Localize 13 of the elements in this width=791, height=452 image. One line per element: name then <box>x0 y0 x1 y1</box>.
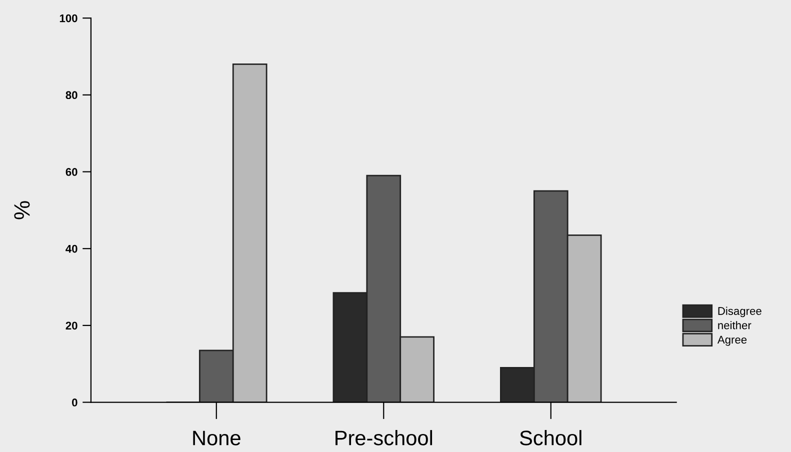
x-tick-label: Pre-school <box>336 430 432 446</box>
legend-label: neither <box>718 321 752 330</box>
y-tick-label: 100 <box>60 14 78 22</box>
x-tick-label: School <box>520 430 582 446</box>
y-tick-label: 0 <box>72 398 78 406</box>
legend-label: Disagree <box>718 306 762 318</box>
y-tick-label: 60 <box>66 168 78 176</box>
y-tick-label: 20 <box>66 322 78 330</box>
x-tick-label: None <box>193 430 240 446</box>
y-axis-title: % <box>14 201 30 220</box>
y-tick-label: 80 <box>66 91 78 100</box>
legend-label: Agree <box>717 336 747 346</box>
y-tick-label: 40 <box>66 244 78 253</box>
